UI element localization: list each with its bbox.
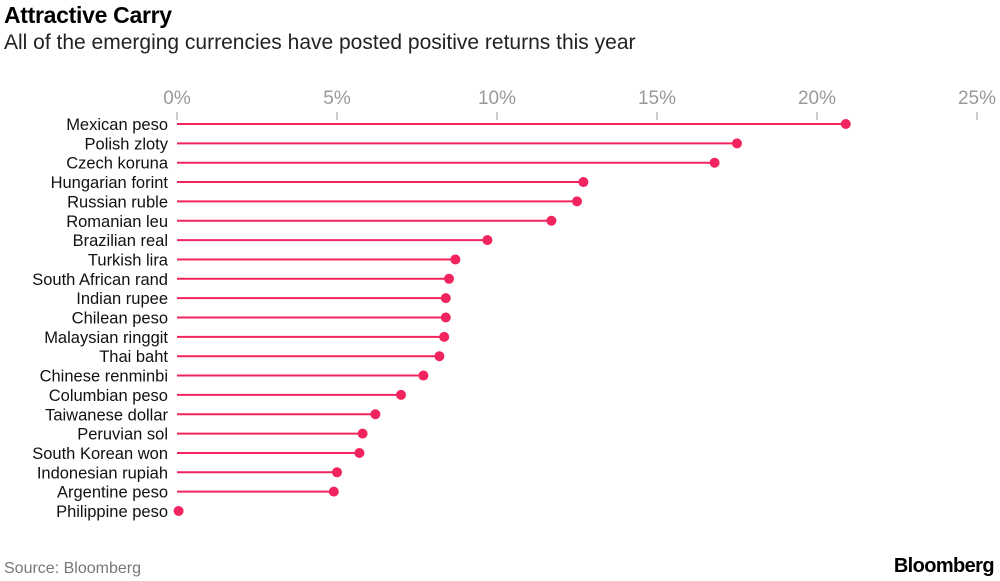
lollipop-dot xyxy=(450,254,461,265)
x-tick-label: 25% xyxy=(958,88,996,109)
lollipop-dot xyxy=(732,138,742,149)
lollipop-dot xyxy=(434,351,445,362)
lollipop-dot xyxy=(444,273,454,284)
category-label: Taiwanese dollar xyxy=(45,406,168,424)
lollipop-dot xyxy=(546,215,557,226)
x-tick-label: 20% xyxy=(798,88,836,109)
lollipop-dot xyxy=(440,293,451,304)
chart-title: Attractive Carry xyxy=(4,2,172,28)
lollipop-dot xyxy=(578,177,589,188)
lollipop-dot xyxy=(332,467,342,478)
category-label: Indonesian rupiah xyxy=(37,464,168,482)
category-label: Indian rupee xyxy=(76,290,168,308)
source-note: Source: Bloomberg xyxy=(4,560,141,577)
category-label: South African rand xyxy=(32,271,168,289)
bloomberg-logo: Bloomberg xyxy=(893,555,995,577)
lollipop-dot xyxy=(354,447,365,458)
lollipop-dot xyxy=(572,196,582,207)
x-tick-label: 0% xyxy=(163,88,191,109)
category-label: Philippine peso xyxy=(56,503,168,521)
lollipop-dot xyxy=(357,428,368,439)
category-label: Mexican peso xyxy=(66,116,168,134)
lollipop-dot xyxy=(418,370,429,381)
category-label: Romanian leu xyxy=(66,213,168,231)
category-label: Russian ruble xyxy=(67,193,168,211)
category-label: Thai baht xyxy=(99,348,168,366)
lollipop-dot xyxy=(840,119,851,129)
x-tick-label: 15% xyxy=(638,88,676,109)
category-label: Columbian peso xyxy=(49,387,168,405)
chart-subtitle: All of the emerging currencies have post… xyxy=(4,31,636,54)
category-label: Czech koruna xyxy=(66,155,169,173)
category-label: Polish zloty xyxy=(85,135,169,153)
x-tick-label: 10% xyxy=(478,88,516,109)
lollipop-dot xyxy=(709,157,720,168)
lollipop-dot xyxy=(482,235,493,246)
category-label: Malaysian ringgit xyxy=(44,329,168,347)
category-label: South Korean won xyxy=(32,445,168,463)
category-label: Turkish lira xyxy=(88,251,169,269)
lollipop-dot xyxy=(439,331,450,342)
x-tick-label: 5% xyxy=(323,88,351,109)
category-label: Hungarian forint xyxy=(51,174,169,192)
lollipop-dot xyxy=(440,312,451,323)
lollipop-dot xyxy=(396,389,406,400)
category-label: Argentine peso xyxy=(57,484,168,502)
category-label: Brazilian real xyxy=(73,232,168,250)
lollipop-dot xyxy=(370,409,381,420)
lollipop-dot xyxy=(328,486,339,497)
category-label: Chilean peso xyxy=(72,310,168,328)
category-label: Chinese renminbi xyxy=(40,368,168,386)
lollipop-dot xyxy=(173,506,184,516)
category-label: Peruvian sol xyxy=(77,426,168,444)
